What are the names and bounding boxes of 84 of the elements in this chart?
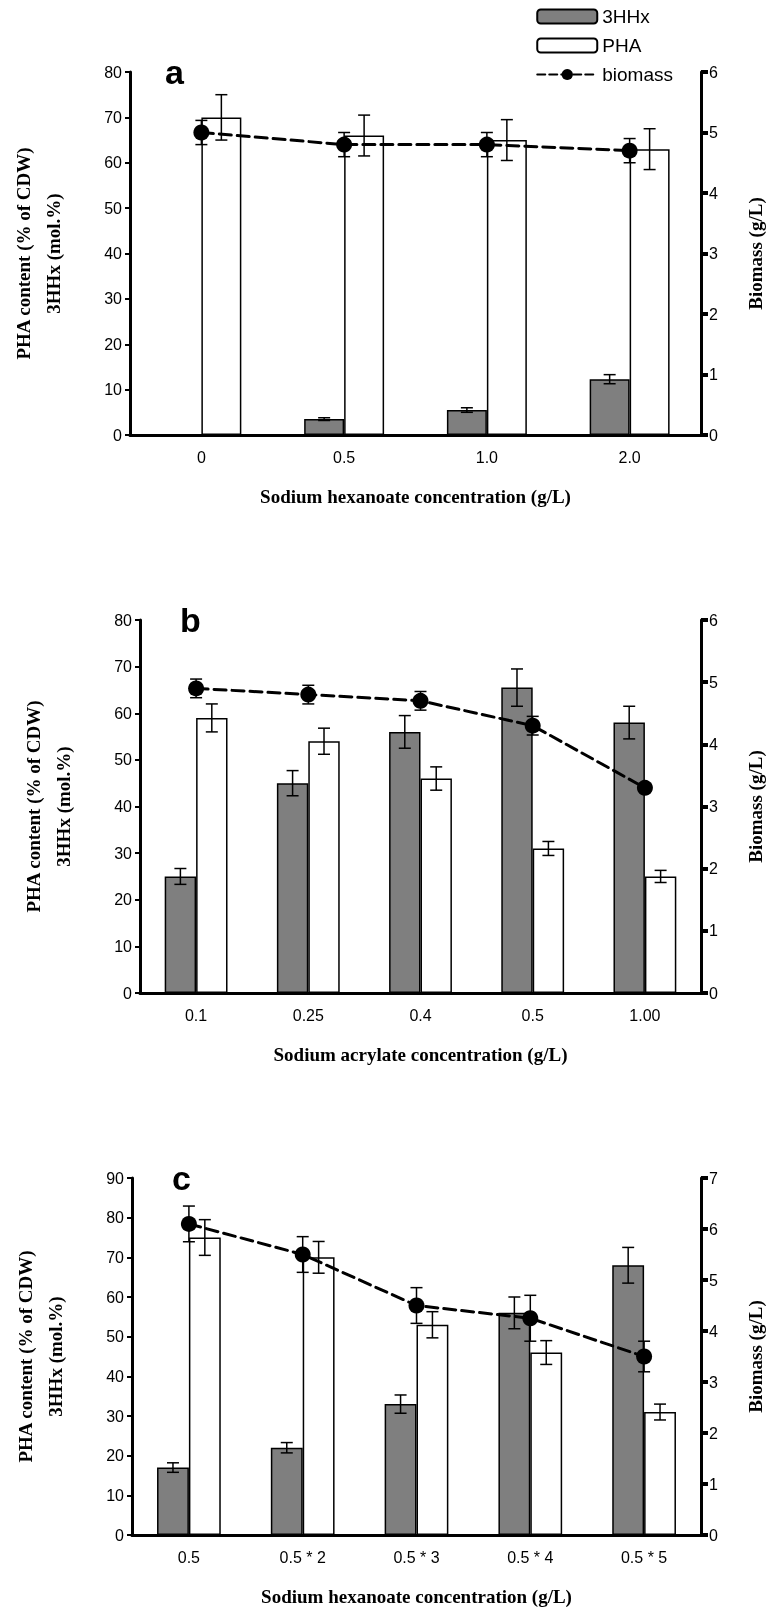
y2-tick-label: 3 bbox=[709, 1373, 718, 1391]
y2-tick-label: 2 bbox=[709, 1424, 718, 1442]
y-tick-label: 50 bbox=[114, 751, 133, 769]
y-tick-label: 40 bbox=[106, 1367, 125, 1385]
y2-tick-label: 1 bbox=[709, 1475, 718, 1493]
y-tick-label: 30 bbox=[114, 844, 133, 862]
y-tick-label: 80 bbox=[106, 1209, 125, 1227]
point bbox=[636, 779, 653, 796]
y2-tick-label: 3 bbox=[709, 798, 718, 815]
y-tick-label: 10 bbox=[114, 937, 133, 955]
y-tick-label: 20 bbox=[106, 1447, 125, 1465]
y2-tick-label: 0 bbox=[709, 984, 718, 1002]
point bbox=[522, 1310, 539, 1327]
y2-tick-label: 6 bbox=[709, 611, 718, 629]
y-tick-label: 70 bbox=[106, 1248, 125, 1266]
y2-tick-label: 1 bbox=[709, 366, 718, 383]
x-tick-label: 1.00 bbox=[629, 1006, 661, 1024]
y2-tick-label: 3 bbox=[709, 245, 718, 262]
y2-axis-title: Biomass (g/L) bbox=[745, 1300, 767, 1413]
y2-axis-title: Biomass (g/L) bbox=[745, 197, 767, 310]
y2-tick-label: 4 bbox=[709, 1322, 718, 1340]
y-tick-label: 80 bbox=[114, 611, 133, 629]
y-tick-label: 10 bbox=[104, 381, 123, 399]
x-tick-label: 0 bbox=[196, 448, 206, 466]
chart-title: c bbox=[172, 1159, 191, 1197]
x-axis-title: Sodium hexanoate concentration (g/L) bbox=[261, 1586, 572, 1608]
x-tick-label: 0.5 bbox=[333, 448, 356, 466]
y-axis-title: PHA content (% of CDW) 3HHx (mol.%) bbox=[12, 147, 65, 360]
y-tick-label: 60 bbox=[104, 154, 123, 172]
y2-tick-label: 6 bbox=[709, 1220, 718, 1238]
y-tick-label: 40 bbox=[104, 245, 123, 262]
chart-title: b bbox=[180, 601, 201, 639]
y2-tick-label: 2 bbox=[709, 305, 718, 323]
y2-tick-label: 4 bbox=[709, 184, 718, 202]
y-tick-label: 60 bbox=[106, 1288, 125, 1306]
x-tick-label: 2.0 bbox=[618, 448, 641, 466]
y-tick-label: 50 bbox=[104, 199, 123, 217]
x-tick-label: 0.5 * 3 bbox=[393, 1548, 440, 1566]
y2-tick-label: 0 bbox=[709, 1526, 718, 1544]
x-tick-label: 0.5 * 2 bbox=[279, 1548, 326, 1566]
y-tick-label: 20 bbox=[104, 335, 123, 353]
legend-label: 3HHx bbox=[602, 6, 651, 27]
y2-tick-label: 2 bbox=[709, 860, 718, 878]
y-tick-label: 40 bbox=[114, 798, 133, 815]
legend-label: PHA bbox=[602, 35, 642, 56]
y2-tick-label: 5 bbox=[709, 1271, 718, 1289]
y-tick-label: 20 bbox=[114, 891, 133, 909]
y-axis-title: PHA content (% of CDW) 3HHx (mol.%) bbox=[22, 700, 75, 913]
y-tick-label: 30 bbox=[106, 1407, 125, 1425]
y-tick-label: 0 bbox=[123, 984, 133, 1002]
y-tick-label: 60 bbox=[114, 704, 133, 722]
y2-tick-label: 0 bbox=[709, 426, 718, 444]
y2-tick-label: 4 bbox=[709, 735, 718, 753]
x-tick-label: 1.0 bbox=[475, 448, 499, 466]
x-tick-label: 0.5 bbox=[521, 1006, 544, 1024]
point bbox=[294, 1246, 311, 1263]
y-tick-label: 50 bbox=[106, 1328, 125, 1346]
chart-title: a bbox=[165, 53, 185, 91]
y-tick-label: 0 bbox=[113, 426, 123, 444]
y-tick-label: 10 bbox=[106, 1486, 125, 1504]
x-tick-label: 0.5 * 5 bbox=[620, 1548, 668, 1566]
legend-label: biomass bbox=[602, 64, 673, 85]
y-axis-title: PHA content (% of CDW) 3HHx (mol.%) bbox=[14, 1250, 67, 1463]
y2-tick-label: 5 bbox=[709, 124, 718, 141]
x-tick-label: 0.5 * 4 bbox=[507, 1548, 554, 1566]
y-tick-label: 90 bbox=[106, 1169, 125, 1187]
point bbox=[193, 124, 210, 141]
y2-axis-title: Biomass (g/L) bbox=[745, 750, 767, 863]
x-tick-label: 0.4 bbox=[409, 1006, 432, 1024]
y2-tick-label: 6 bbox=[709, 63, 718, 81]
y-tick-label: 70 bbox=[114, 658, 133, 676]
x-tick-label: 0.5 bbox=[177, 1548, 201, 1566]
x-tick-label: 0.25 bbox=[292, 1006, 324, 1024]
y-tick-label: 0 bbox=[115, 1526, 125, 1544]
y2-tick-label: 7 bbox=[709, 1169, 718, 1187]
point bbox=[621, 142, 638, 159]
x-axis-title: Sodium hexanoate concentration (g/L) bbox=[260, 486, 571, 508]
y-tick-label: 80 bbox=[104, 63, 123, 81]
x-tick-label: 0.1 bbox=[184, 1006, 208, 1024]
y-tick-label: 70 bbox=[104, 108, 123, 126]
y2-tick-label: 5 bbox=[709, 673, 718, 691]
y2-tick-label: 1 bbox=[709, 922, 718, 940]
x-axis-title: Sodium acrylate concentration (g/L) bbox=[273, 1044, 568, 1066]
y-tick-label: 30 bbox=[104, 290, 123, 308]
